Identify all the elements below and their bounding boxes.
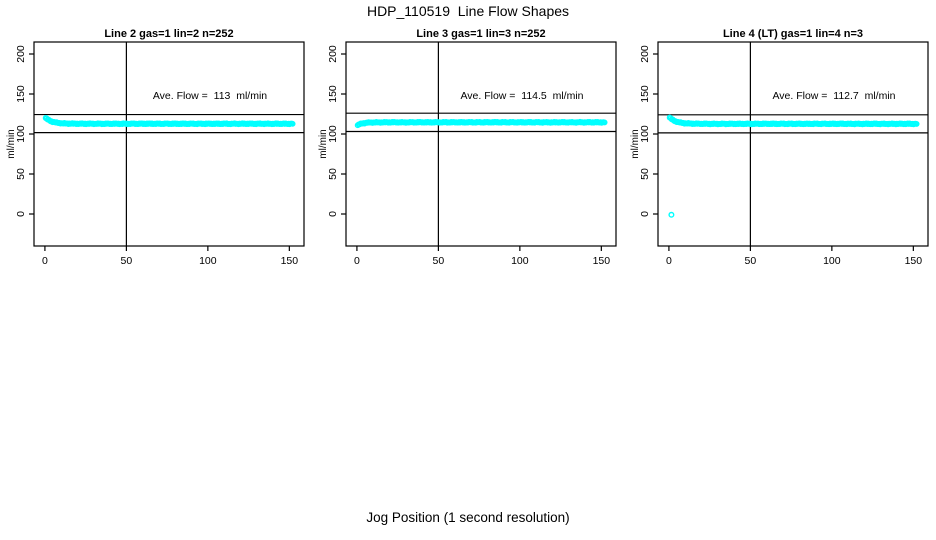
y-tick-label: 150 [639,85,651,103]
y-tick-label: 50 [639,168,651,180]
y-tick-label: 0 [327,211,339,217]
x-tick-label: 100 [511,255,529,267]
x-tick-label: 0 [354,255,360,267]
y-tick-label: 200 [639,45,651,63]
y-tick-label: 200 [15,45,27,63]
x-tick-label: 0 [666,255,672,267]
y-tick-label: 50 [15,168,27,180]
panel-title: Line 4 (LT) gas=1 lin=4 n=3 [723,28,863,40]
x-axis-label: Jog Position (1 second resolution) [366,510,570,525]
flow-panel-line-2: Line 2 gas=1 lin=2 n=252 0 50 100 150 0 50 100… [6,28,305,267]
x-tick-label: 100 [823,255,841,267]
data-points [354,118,608,129]
y-axis-label: ml/min [6,129,17,158]
ave-flow-annotation: Ave. Flow = 113 ml/min [153,90,267,102]
y-tick-label: 0 [639,211,651,217]
plot-box [33,41,305,247]
plot-area: 0 50 100 150 0 50 100 150 200 ml/min [6,41,305,267]
y-tick-label: 150 [327,85,339,103]
flow-panel-line-3: Line 3 gas=1 lin=3 n=252 0 50 100 150 0 50 100… [318,28,617,267]
data-points [666,114,920,218]
outlier-point [668,211,675,218]
ave-flow-annotation: Ave. Flow = 114.5 ml/min [460,90,583,102]
data-point [913,120,920,127]
flow-panel-line-4: Line 4 (LT) gas=1 lin=4 n=3 0 50 100 150 0 50… [630,28,929,267]
ave-flow-annotation: Ave. Flow = 112.7 ml/min [772,90,895,102]
x-tick-label: 100 [199,255,217,267]
y-tick-label: 0 [15,211,27,217]
x-tick-label: 50 [121,255,133,267]
x-tick-label: 50 [745,255,757,267]
y-axis-label: ml/min [318,129,329,158]
data-point [601,119,608,126]
panel-title: Line 2 gas=1 lin=2 n=252 [104,28,233,40]
x-tick-label: 0 [42,255,48,267]
plot-box [657,41,929,247]
y-tick-label: 100 [15,125,27,143]
plot-box [345,41,617,247]
plot-area: 0 50 100 150 0 50 100 150 200 ml/min [630,41,929,267]
plot-area: 0 50 100 150 0 50 100 150 200 ml/min [318,41,617,267]
y-tick-label: 50 [327,168,339,180]
y-axis-label: ml/min [630,129,641,158]
y-tick-label: 100 [639,125,651,143]
x-tick-label: 150 [593,255,611,267]
data-point [289,120,296,127]
x-tick-label: 50 [433,255,445,267]
y-tick-label: 100 [327,125,339,143]
page-title: HDP_110519 Line Flow Shapes [366,3,570,19]
y-tick-label: 200 [327,45,339,63]
x-tick-label: 150 [281,255,299,267]
data-points [42,115,296,128]
panel-title: Line 3 gas=1 lin=3 n=252 [416,28,545,40]
x-tick-label: 150 [905,255,923,267]
y-tick-label: 150 [15,85,27,103]
